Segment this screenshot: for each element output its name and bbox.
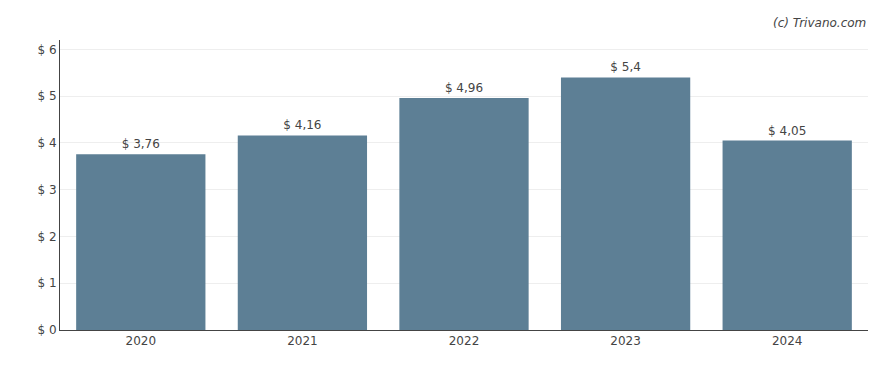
svg-text:$ 4,96: $ 4,96	[445, 81, 483, 95]
svg-text:2024: 2024	[772, 334, 803, 348]
svg-text:$ 4: $ 4	[38, 136, 57, 150]
svg-text:2021: 2021	[287, 334, 318, 348]
svg-text:$ 3,76: $ 3,76	[122, 137, 160, 151]
svg-text:2022: 2022	[449, 334, 480, 348]
svg-text:2020: 2020	[126, 334, 157, 348]
svg-text:$ 4,05: $ 4,05	[768, 124, 806, 138]
svg-text:$ 5: $ 5	[38, 89, 57, 103]
svg-text:$ 2: $ 2	[38, 230, 57, 244]
svg-text:$ 5,4: $ 5,4	[610, 60, 641, 74]
svg-text:$ 1: $ 1	[38, 276, 57, 290]
svg-text:(c) Trivano.com: (c) Trivano.com	[773, 16, 866, 30]
svg-text:$ 4,16: $ 4,16	[283, 118, 321, 132]
svg-text:$ 3: $ 3	[38, 183, 57, 197]
svg-text:2023: 2023	[610, 334, 641, 348]
svg-text:$ 0: $ 0	[38, 323, 57, 337]
svg-text:$ 6: $ 6	[38, 43, 57, 57]
